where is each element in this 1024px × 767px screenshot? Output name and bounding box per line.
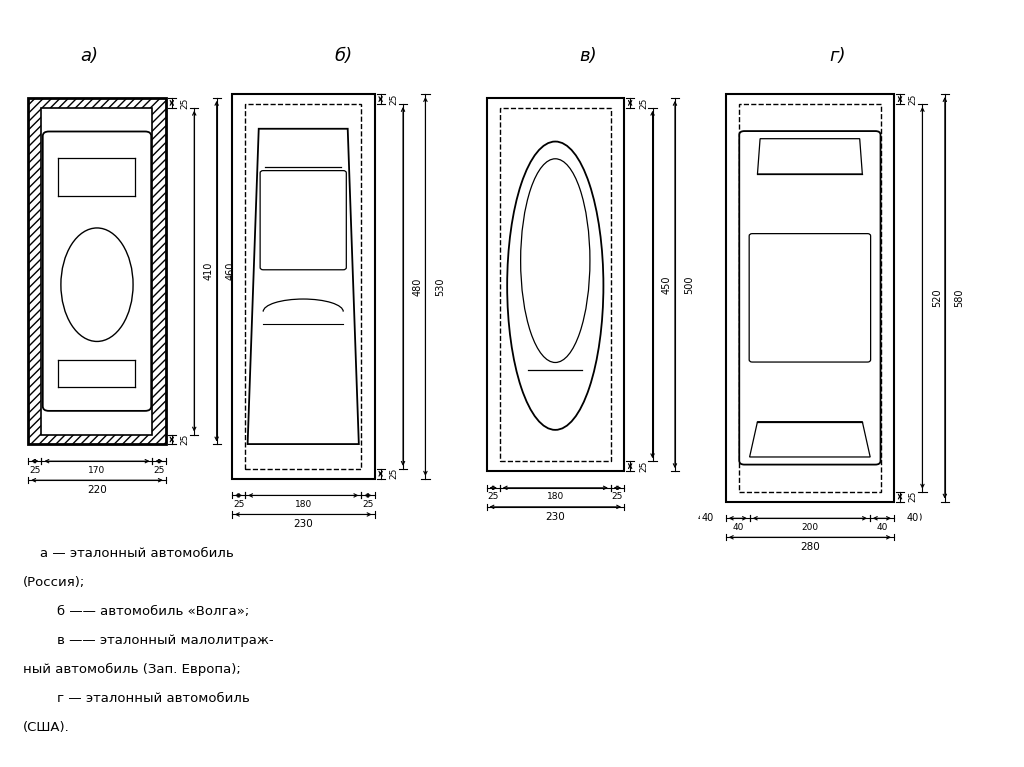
Text: 460: 460 [226, 262, 236, 281]
Text: 25: 25 [180, 434, 189, 445]
Text: 280: 280 [800, 542, 820, 552]
Bar [739, 104, 881, 492]
Text: 450: 450 [662, 275, 672, 294]
Text: 40: 40 [877, 523, 888, 532]
Text: 25: 25 [389, 94, 398, 105]
FancyBboxPatch shape [43, 131, 152, 411]
Text: 25: 25 [639, 460, 648, 472]
Text: 520: 520 [932, 288, 942, 307]
Text: 25: 25 [154, 466, 165, 475]
Text: 230: 230 [546, 512, 565, 522]
Text: а): а) [80, 47, 98, 65]
Text: 40: 40 [701, 513, 714, 523]
Polygon shape [248, 129, 358, 444]
Polygon shape [758, 139, 862, 174]
Bar [500, 108, 610, 461]
Ellipse shape [60, 228, 133, 341]
Text: 40: 40 [906, 513, 919, 523]
FancyBboxPatch shape [750, 234, 870, 362]
FancyBboxPatch shape [739, 131, 881, 465]
Text: 25: 25 [180, 97, 189, 109]
Text: 40: 40 [732, 523, 743, 532]
Text: 25: 25 [362, 500, 374, 509]
Text: 580: 580 [954, 288, 965, 307]
Text: 410: 410 [204, 262, 213, 281]
FancyBboxPatch shape [260, 170, 346, 270]
Text: 480: 480 [413, 277, 422, 295]
Text: а — эталонный автомобиль: а — эталонный автомобиль [24, 547, 233, 560]
Text: 25: 25 [908, 491, 918, 502]
Text: ный автомобиль (Зап. Европа);: ный автомобиль (Зап. Европа); [24, 663, 241, 676]
Text: 180: 180 [295, 500, 312, 509]
Text: 40: 40 [697, 513, 710, 523]
Text: 25: 25 [611, 492, 623, 502]
Ellipse shape [507, 142, 603, 430]
Bar [245, 104, 361, 469]
Text: 40: 40 [910, 513, 923, 523]
Text: 200: 200 [802, 523, 818, 532]
Text: 25: 25 [29, 466, 41, 475]
Text: 500: 500 [684, 275, 694, 294]
Text: в): в) [580, 47, 597, 65]
Text: 170: 170 [88, 466, 105, 475]
Text: 25: 25 [232, 500, 245, 509]
Text: б): б) [335, 47, 353, 65]
Bar [29, 98, 166, 444]
Bar [42, 108, 153, 435]
Polygon shape [750, 422, 870, 457]
Text: 25: 25 [487, 492, 499, 502]
Text: 25: 25 [908, 94, 918, 105]
Bar [486, 98, 624, 471]
Text: 180: 180 [547, 492, 564, 502]
Text: г): г) [829, 47, 846, 65]
Text: (Россия);: (Россия); [24, 576, 85, 589]
Text: (США).: (США). [24, 721, 70, 734]
Text: 230: 230 [293, 519, 313, 529]
Text: 25: 25 [389, 468, 398, 479]
Bar [231, 94, 375, 479]
Text: 220: 220 [87, 485, 106, 495]
Bar [726, 94, 894, 502]
Text: 530: 530 [435, 277, 444, 295]
Text: 25: 25 [639, 97, 648, 109]
Text: в —— эталонный малолитраж-: в —— эталонный малолитраж- [24, 634, 273, 647]
Text: г — эталонный автомобиль: г — эталонный автомобиль [24, 692, 250, 705]
Text: б —— автомобиль «Волга»;: б —— автомобиль «Волга»; [24, 605, 250, 618]
Ellipse shape [520, 159, 590, 363]
